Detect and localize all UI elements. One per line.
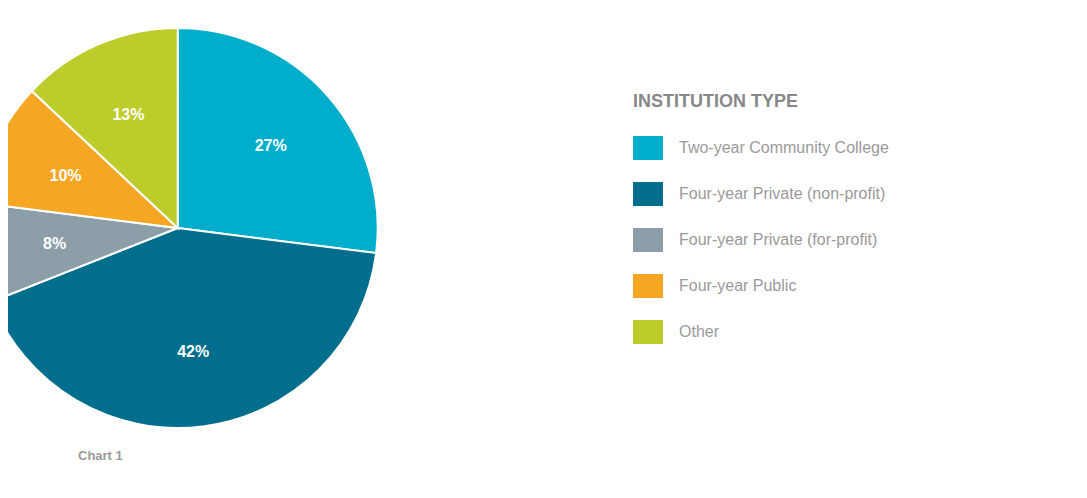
html-text:Four-year Private (for-profit): Four-year Private (for-profit) bbox=[679, 230, 878, 248]
svg-text:27%: 27% bbox=[255, 137, 287, 154]
html-text:Chart 1: Chart 1 bbox=[78, 448, 123, 463]
html-text:INSTITUTION TYPE: INSTITUTION TYPE bbox=[633, 90, 798, 111]
svg-text:13%: 13% bbox=[112, 106, 144, 123]
html-text:Four-year Private (non-profit): Four-year Private (non-profit) bbox=[679, 184, 886, 202]
html-text:Two-year Community College: Two-year Community College bbox=[679, 138, 889, 156]
html-text:Four-year Public: Four-year Public bbox=[679, 276, 797, 294]
svg-text:42%: 42% bbox=[177, 343, 209, 360]
svg-text:8%: 8% bbox=[43, 235, 66, 252]
svg-text:10%: 10% bbox=[49, 167, 81, 184]
html-text:Other: Other bbox=[679, 322, 719, 340]
